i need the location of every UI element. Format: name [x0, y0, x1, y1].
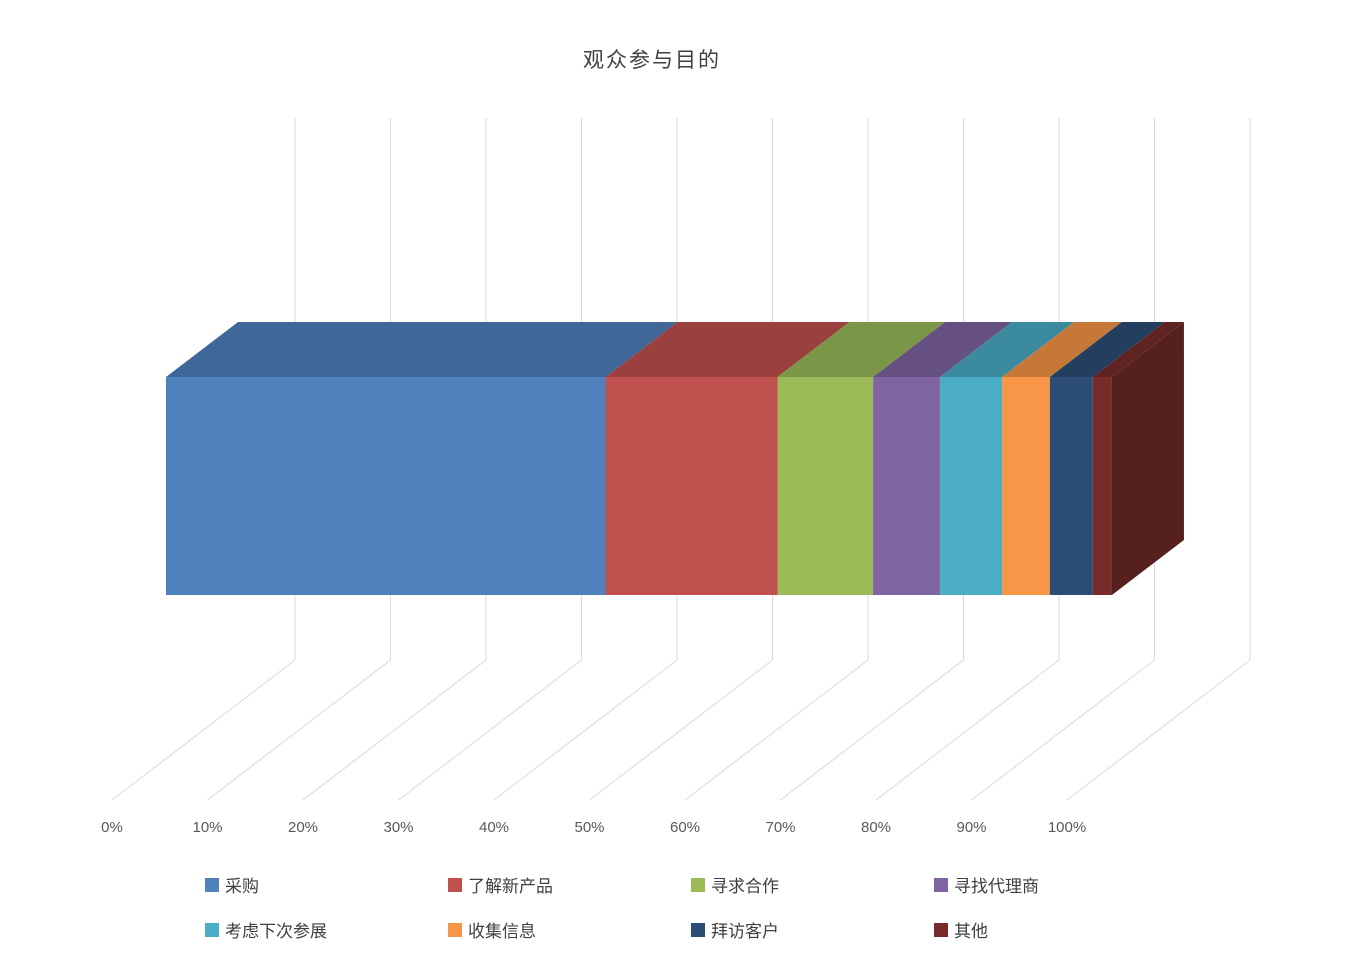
bar-segment-5[interactable]: 考虑下次参展 6.5%	[939, 377, 1003, 595]
bar-segment-top-1	[166, 322, 678, 377]
bar-segment-2[interactable]: 了解新产品 18%	[605, 377, 778, 595]
legend-item-8[interactable]: 其他	[934, 917, 1177, 942]
gridline-floor-trace	[207, 659, 391, 801]
gridline-floor-trace	[971, 659, 1155, 801]
legend-marker-icon	[934, 877, 948, 892]
gridline-floor-trace	[493, 659, 678, 801]
bar-segment-top-8	[1092, 322, 1184, 377]
bar-segment-top-5	[939, 322, 1075, 377]
bar-segment-top-2	[605, 322, 850, 377]
legend-label: 收集信息	[468, 922, 536, 941]
legend-label: 采购	[225, 877, 259, 896]
bar-segment-top-3	[777, 322, 946, 377]
legend-label: 拜访客户	[711, 922, 779, 941]
legend-row-1: 采购 了解新产品 寻求合作 寻找代理商	[205, 872, 1177, 897]
legend-item-3[interactable]: 寻求合作	[691, 872, 934, 897]
bar-segment-7[interactable]: 拜访客户 4.5%	[1049, 377, 1093, 595]
axis-tick-label: 80%	[861, 819, 891, 836]
legend-label: 寻求合作	[711, 877, 779, 896]
gridline-floor-trace	[111, 659, 296, 801]
legend-label: 其他	[954, 922, 988, 941]
axis-tick-label: 50%	[574, 819, 604, 836]
bar-segment-top-7	[1049, 322, 1165, 377]
legend-marker-icon	[448, 877, 462, 892]
axis-tick-label: 30%	[383, 819, 413, 836]
axis-tick-label: 40%	[479, 819, 509, 836]
legend-row-2: 考虑下次参展 收集信息 拜访客户 其他	[205, 917, 1177, 942]
axis-tick-label: 90%	[956, 819, 986, 836]
legend-item-1[interactable]: 采购	[205, 872, 448, 897]
axis-tick-label: 100%	[1048, 819, 1086, 836]
legend-label: 了解新产品	[468, 877, 553, 896]
legend-item-5[interactable]: 考虑下次参展	[205, 917, 448, 942]
bar-segment-1[interactable]: 采购 46%	[166, 377, 606, 595]
legend-item-2[interactable]: 了解新产品	[448, 872, 691, 897]
axis-tick-label: 20%	[288, 819, 318, 836]
bar-segment-8[interactable]: 其他 2%	[1092, 377, 1112, 595]
bar-segment-6[interactable]: 收集信息 5%	[1002, 377, 1050, 595]
legend-marker-icon	[691, 922, 705, 937]
bar-segment-top-4	[873, 322, 1012, 377]
axis-tick-label: 10%	[192, 819, 222, 836]
gridline-floor-trace	[875, 659, 1060, 801]
legend-label: 寻找代理商	[954, 877, 1039, 896]
legend-marker-icon	[691, 877, 705, 892]
bar-end-cap	[1111, 322, 1184, 595]
legend-marker-icon	[205, 922, 219, 937]
chart-title: 观众参与目的	[583, 49, 721, 72]
gridline-floor-trace	[684, 659, 869, 801]
axis-tick-label: 70%	[765, 819, 795, 836]
legend-marker-icon	[205, 877, 219, 892]
bar-segment-3[interactable]: 寻求合作 10%	[777, 377, 874, 595]
axis-tick-label: 0%	[101, 819, 123, 836]
legend-item-4[interactable]: 寻找代理商	[934, 872, 1177, 897]
legend-item-6[interactable]: 收集信息	[448, 917, 691, 942]
legend-marker-icon	[934, 922, 948, 937]
gridline-floor-trace	[1066, 659, 1251, 801]
legend-marker-icon	[448, 922, 462, 937]
bar-segment-top-6	[1002, 322, 1122, 377]
legend-item-7[interactable]: 拜访客户	[691, 917, 934, 942]
gridline-floor-trace	[398, 659, 582, 801]
gridline-floor-trace	[302, 659, 487, 801]
legend-label: 考虑下次参展	[225, 922, 327, 941]
gridline-floor-trace	[780, 659, 964, 801]
bar-segment-4[interactable]: 寻找代理商 7%	[873, 377, 940, 595]
gridline-floor-trace	[589, 659, 773, 801]
axis-tick-label: 60%	[670, 819, 700, 836]
